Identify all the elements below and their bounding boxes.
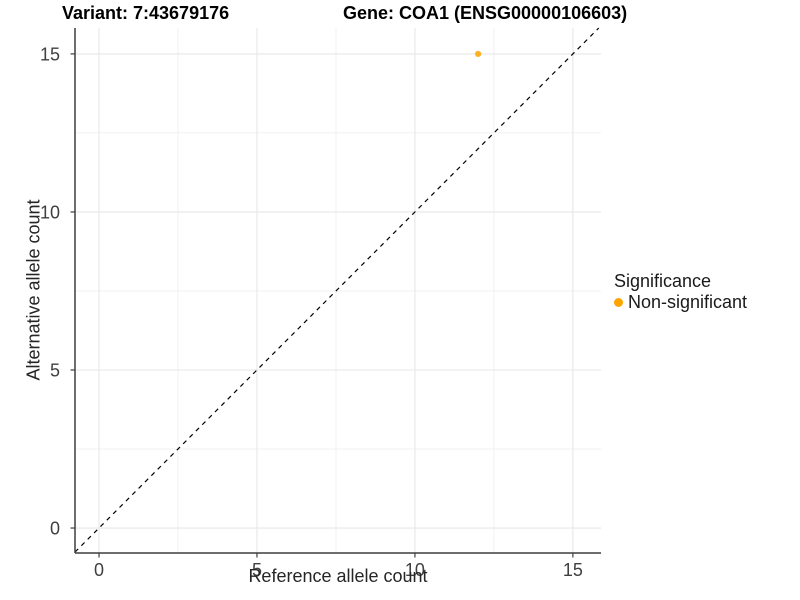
legend-marker-circle-icon (614, 298, 623, 307)
data-point (475, 50, 482, 58)
x-tick-label: 10 (405, 560, 425, 580)
legend-item-label: Non-significant (628, 292, 748, 312)
legend-item-non-significant: Non-significant (614, 292, 747, 313)
legend-title: Significance (614, 271, 712, 291)
plot-title-gene: Gene: COA1 (ENSG00000106603) (343, 3, 628, 23)
y-tick-label: 15 (40, 44, 60, 64)
x-tick-label: 0 (94, 560, 104, 580)
plot-title-variant: Variant: 7:43679176 (62, 3, 230, 23)
y-tick-label: 0 (50, 519, 60, 539)
legend: Significance Non-significant (614, 271, 747, 313)
x-axis-title: Reference allele count (248, 566, 428, 586)
x-tick-label: 15 (563, 560, 583, 580)
y-tick-label: 10 (40, 202, 60, 222)
identity-dashed-line (74, 27, 600, 553)
y-tick-label: 5 (50, 360, 60, 380)
y-axis-title: Alternative allele count (23, 199, 44, 381)
x-tick-label: 5 (252, 560, 262, 580)
